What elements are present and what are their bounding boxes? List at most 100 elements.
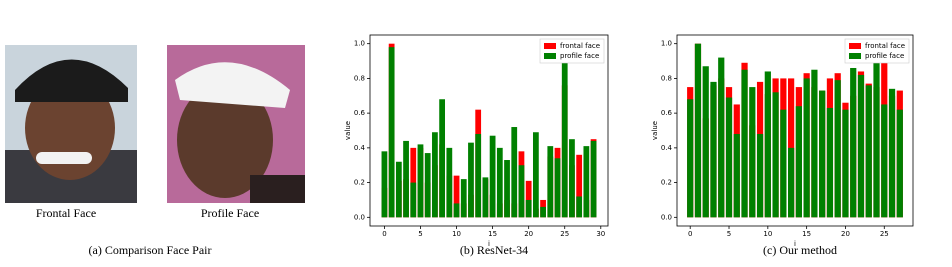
y-tick-label: 0.8 bbox=[661, 74, 672, 82]
x-tick-label: 25 bbox=[560, 230, 569, 238]
bar bbox=[496, 147, 503, 218]
axes-frame bbox=[369, 34, 609, 227]
caption: (a) Comparison Face Pair bbox=[89, 243, 212, 257]
bar bbox=[725, 97, 733, 218]
frontal-photo bbox=[5, 45, 137, 203]
bar bbox=[460, 179, 467, 218]
legend-label: frontal face bbox=[865, 42, 905, 50]
axes-frame bbox=[676, 34, 914, 227]
bar bbox=[554, 158, 561, 218]
bar bbox=[424, 153, 431, 218]
bar bbox=[803, 78, 810, 218]
bar bbox=[561, 57, 568, 218]
bar bbox=[583, 146, 590, 218]
bar bbox=[756, 133, 764, 218]
bar bbox=[741, 69, 748, 218]
bar bbox=[489, 135, 496, 218]
x-tick-label: 5 bbox=[727, 230, 731, 238]
y-tick-label: 0.2 bbox=[661, 179, 672, 187]
y-tick-label: 0.2 bbox=[354, 179, 365, 187]
bar bbox=[896, 109, 903, 218]
y-tick-label: 0.4 bbox=[661, 144, 673, 152]
bar bbox=[576, 196, 583, 218]
bar bbox=[381, 151, 388, 218]
y-tick-label: 0.0 bbox=[354, 213, 365, 221]
x-tick-label: 15 bbox=[488, 230, 497, 238]
x-tick-label: 10 bbox=[763, 230, 772, 238]
legend-label: profile face bbox=[560, 52, 599, 60]
bar bbox=[525, 199, 532, 218]
bar bbox=[453, 175, 460, 218]
y-tick-label: 1.0 bbox=[661, 40, 672, 48]
bar bbox=[410, 182, 417, 218]
bar bbox=[718, 57, 725, 218]
bar bbox=[749, 87, 756, 218]
x-tick-label: 0 bbox=[382, 230, 386, 238]
photo-label: Profile Face bbox=[201, 206, 259, 220]
x-axis-label: i bbox=[794, 240, 796, 248]
bar bbox=[772, 92, 779, 218]
bar bbox=[532, 132, 539, 218]
bar bbox=[850, 67, 857, 218]
y-tick-label: 0.8 bbox=[354, 74, 365, 82]
y-tick-label: 0.6 bbox=[354, 109, 366, 117]
x-tick-label: 20 bbox=[841, 230, 850, 238]
chart: 0.0 0.2 0.4 0.6 0.8 1.0 0 5 10 15 20 25 30 i value fron… bbox=[344, 34, 609, 257]
caption: (c) Our method bbox=[763, 243, 837, 257]
bar bbox=[453, 203, 460, 218]
x-tick-label: 0 bbox=[688, 230, 692, 238]
legend-label: frontal face bbox=[560, 42, 600, 50]
bar bbox=[590, 140, 597, 218]
bar bbox=[694, 43, 702, 218]
bar bbox=[468, 142, 474, 218]
profile-photo bbox=[167, 45, 305, 203]
bar bbox=[525, 180, 532, 218]
bar bbox=[710, 81, 717, 218]
x-tick-label: 30 bbox=[596, 230, 605, 238]
photo-label: Frontal Face bbox=[36, 206, 96, 220]
bar bbox=[547, 146, 554, 218]
bar bbox=[540, 206, 546, 218]
y-tick-label: 0.0 bbox=[661, 213, 672, 221]
legend-swatch bbox=[849, 43, 861, 49]
legend-label: profile face bbox=[865, 52, 904, 60]
y-tick-label: 0.6 bbox=[661, 109, 673, 117]
y-axis-label: value bbox=[651, 121, 659, 140]
bar bbox=[432, 132, 438, 218]
chart: 0.0 0.2 0.4 0.6 0.8 1.0 0 5 10 15 20 25 i value fronta… bbox=[651, 34, 914, 257]
bar bbox=[403, 140, 409, 218]
x-tick-label: 15 bbox=[802, 230, 811, 238]
x-tick-label: 20 bbox=[524, 230, 533, 238]
bar bbox=[576, 154, 583, 218]
bar bbox=[417, 144, 424, 218]
y-tick-label: 0.4 bbox=[354, 144, 366, 152]
bar bbox=[888, 88, 896, 218]
bar bbox=[881, 104, 888, 218]
caption: (b) ResNet-34 bbox=[460, 243, 528, 257]
bar bbox=[511, 127, 518, 218]
bar bbox=[764, 71, 771, 218]
bar bbox=[873, 57, 880, 218]
bar bbox=[482, 177, 489, 218]
y-tick-label: 1.0 bbox=[354, 40, 365, 48]
bar bbox=[842, 109, 849, 218]
bar bbox=[733, 133, 740, 218]
x-tick-label: 10 bbox=[452, 230, 461, 238]
bar bbox=[388, 47, 395, 218]
bar bbox=[518, 165, 525, 218]
bar bbox=[788, 147, 795, 218]
legend-swatch bbox=[544, 53, 556, 59]
bar bbox=[446, 147, 453, 218]
y-axis-label: value bbox=[344, 121, 352, 140]
x-axis-label: i bbox=[488, 240, 490, 248]
legend-swatch bbox=[544, 43, 556, 49]
x-tick-label: 25 bbox=[880, 230, 889, 238]
bar bbox=[795, 106, 802, 218]
bar bbox=[702, 66, 709, 218]
bar bbox=[395, 161, 402, 218]
bar bbox=[504, 160, 510, 218]
bar bbox=[819, 90, 826, 218]
bar bbox=[439, 99, 446, 218]
bar bbox=[687, 99, 694, 218]
